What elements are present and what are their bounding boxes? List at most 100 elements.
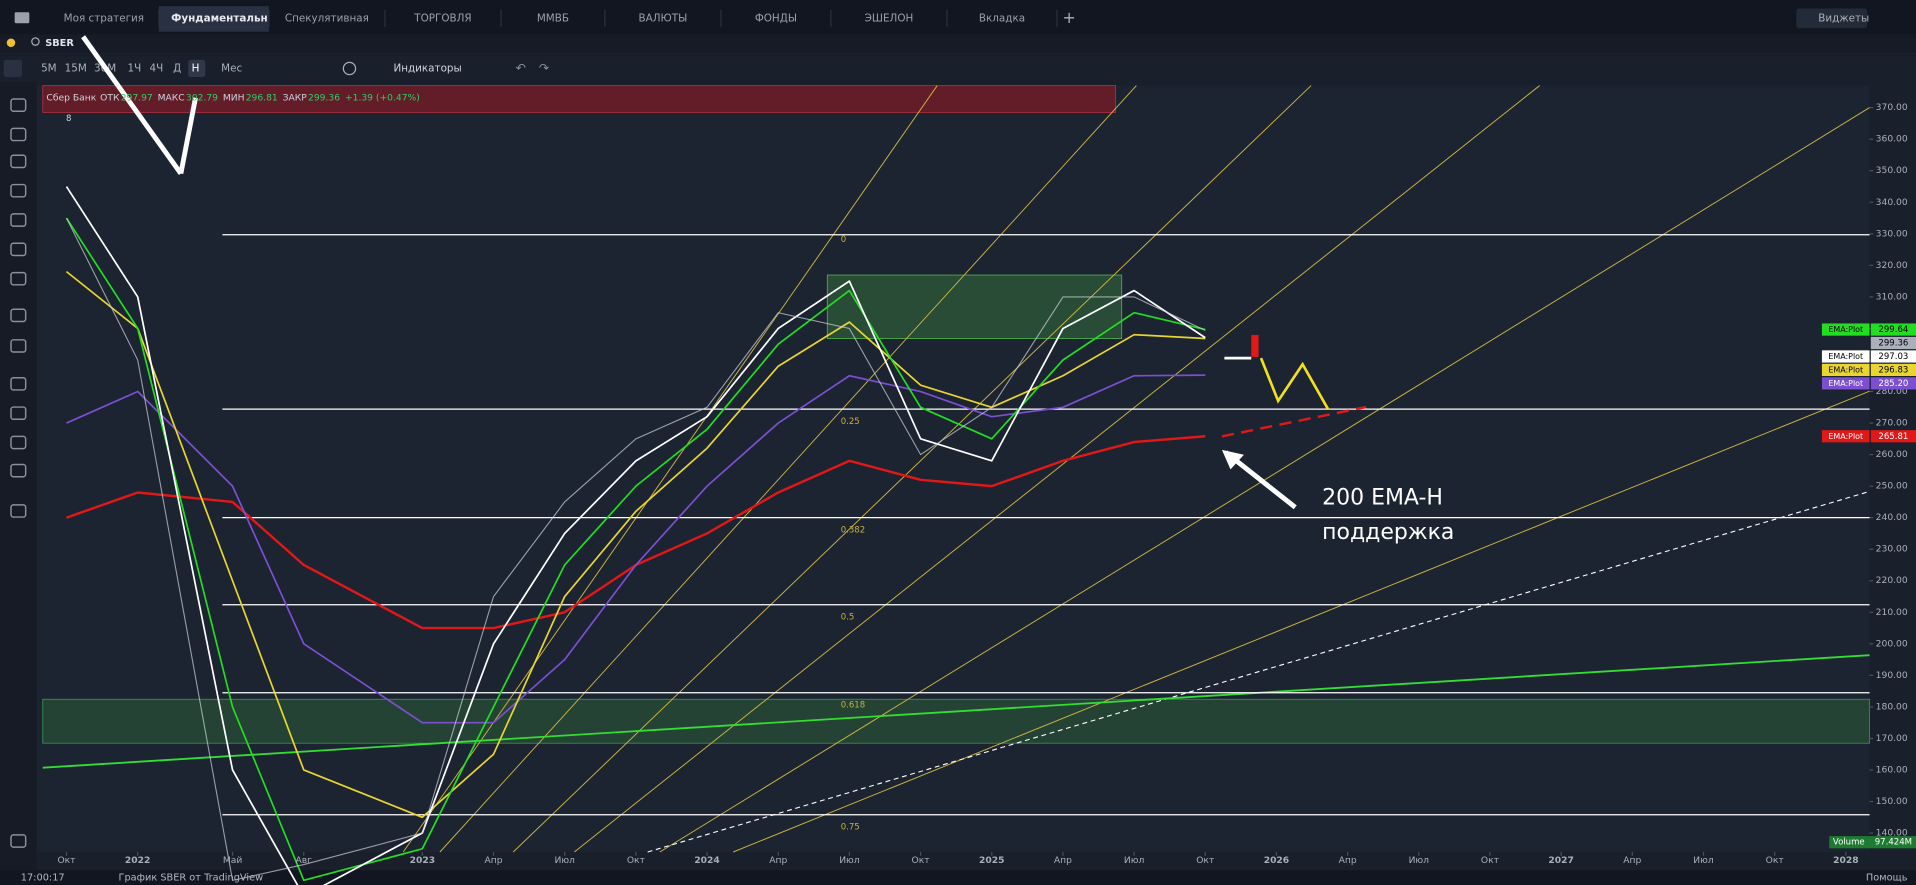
x-tick-label: Июл [555,855,576,866]
tool-icon[interactable] [10,183,27,198]
timeframe[interactable]: 15М [65,62,87,74]
price-axis [1869,85,1916,871]
legend-label: МИН [223,92,245,103]
y-tick-label: 270.00 [1876,418,1908,429]
undo-redo[interactable]: ↶ [516,61,526,75]
y-tick-label: 150.00 [1876,796,1908,807]
price-label: 296.83 [1878,365,1908,375]
tool-icon[interactable] [10,435,27,450]
zigzag [1259,357,1330,411]
legend-value: 302.79 [186,92,218,103]
status-text: График SBER от TradingView [119,873,264,884]
x-tick-label: 2025 [979,855,1004,866]
add-tab[interactable]: + [1063,8,1076,27]
x-tick-label: Окт [57,855,76,866]
tool-icon[interactable] [10,406,27,421]
x-tick-label: Апр [1054,855,1072,866]
tab[interactable]: Вкладка [979,12,1025,24]
timeframe[interactable]: 1Ч [128,62,142,74]
plot-name: EMA:Plot [1828,365,1863,374]
search-icon[interactable] [31,37,40,46]
tab[interactable]: Фундаментальн [171,12,268,24]
tool-icon[interactable] [10,376,27,391]
price-label-bg [1870,377,1916,390]
y-tick-label: 330.00 [1876,228,1908,239]
tab[interactable]: ВАЛЮТЫ [639,12,688,24]
y-tick-label: 200.00 [1876,638,1908,649]
help[interactable]: Помощь [1866,873,1908,884]
tool-icon[interactable] [10,242,27,257]
undo-redo[interactable]: ↷ [539,61,549,75]
plot-name-bg [1821,377,1870,390]
legend-label: МАКС [158,92,185,103]
volume-value: 97.424M [1875,838,1912,848]
price-line [65,217,1206,882]
arrow-head [1221,449,1244,470]
clock: 17:00:17 [21,873,65,884]
chart-area [36,85,1870,852]
y-tick-label: 260.00 [1876,449,1908,460]
legend-name: Сбер Банк [46,92,96,103]
tab[interactable]: ЭШЕЛОН [865,12,914,24]
fan-line [659,107,1870,853]
price-label-bg [1870,323,1916,336]
timeframe[interactable]: 4Ч [150,62,164,74]
tool-icon[interactable] [10,339,27,353]
annotation: поддержка [1322,520,1454,545]
x-tick-label: Апр [769,855,787,866]
level-label: 0.382 [841,525,865,535]
plot-name-bg [1821,350,1870,363]
projection [1221,405,1367,438]
volume-name: Volume [1833,838,1865,848]
fan-line [732,390,1870,853]
tab[interactable]: Спекулятивная [285,12,369,24]
tool-icon[interactable] [10,308,27,323]
x-tick-label: 2027 [1548,855,1573,866]
tab[interactable]: ММВБ [537,12,569,24]
tab[interactable]: ФОНДЫ [755,12,797,24]
widgets[interactable]: Виджеты [1818,12,1869,24]
price-label-bg [1870,430,1916,443]
y-tick-label: 180.00 [1876,701,1908,712]
resistance-zone [42,85,1116,113]
timeframe[interactable]: Д [173,62,181,74]
briefcase-icon[interactable] [14,12,30,24]
y-tick-label: 320.00 [1876,260,1908,271]
y-tick-label: 340.00 [1876,197,1908,208]
tool-icon[interactable] [10,213,27,227]
tab[interactable]: ТОРГОВЛЯ [413,12,471,24]
plot-name: EMA:Plot [1828,432,1863,441]
pencil-button[interactable] [3,59,22,78]
x-tick-label: Апр [1623,855,1641,866]
x-tick-label: Апр [485,855,503,866]
x-tick-label: Июл [1409,855,1430,866]
legend-label: ЗАКР [283,92,308,103]
tool-icon[interactable] [10,154,27,169]
y-tick-label: 160.00 [1876,764,1908,775]
timeframe[interactable]: Н [192,62,200,74]
x-tick-label: 2023 [410,855,435,866]
status-dot [6,38,16,48]
x-tick-label: Июл [1124,855,1145,866]
tool-icon[interactable] [10,98,27,112]
timeframe[interactable]: Мес [221,62,242,74]
tool-icon[interactable] [10,127,27,142]
price-label: 297.03 [1878,352,1908,362]
level-label: 0.75 [841,823,860,833]
price-label-bg [1870,336,1916,350]
tool-icon[interactable] [10,463,27,478]
timeframe[interactable]: 5М [41,62,57,74]
y-tick-label: 230.00 [1876,544,1908,555]
indicators[interactable]: Индикаторы [393,62,461,74]
x-tick-label: 2026 [1264,855,1289,866]
add-button[interactable] [342,61,357,76]
tab[interactable]: Моя стратегия [64,12,144,24]
symbol[interactable]: SBER [45,38,74,49]
tool-icon[interactable] [10,504,27,518]
tool-icon[interactable] [10,271,27,286]
x-tick-label: Окт [1196,855,1215,866]
tool-icon[interactable] [10,834,27,848]
fan-line [439,85,1137,853]
